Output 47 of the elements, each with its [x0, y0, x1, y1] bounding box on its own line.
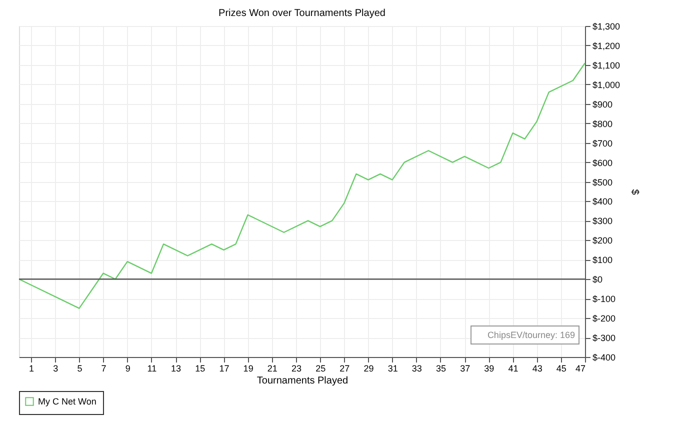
x-tick-label: 19 [243, 364, 254, 374]
x-tick-label: 3 [53, 364, 58, 374]
x-tick-label: 39 [484, 364, 494, 374]
x-tick-label: 45 [556, 364, 566, 374]
x-tick-label: 29 [364, 364, 374, 374]
x-tick-label: 1 [29, 364, 34, 374]
x-tick-label: 35 [436, 364, 446, 374]
x-tick-label: 43 [532, 364, 542, 374]
y-tick-label: $700 [592, 138, 613, 148]
x-tick-label: 15 [195, 364, 206, 374]
x-tick-label: 7 [101, 364, 106, 374]
y-tick-label: $300 [592, 216, 613, 226]
x-tick-label: 31 [388, 364, 398, 374]
y-tick-label: $-400 [592, 352, 616, 362]
y-tick-label: $200 [592, 236, 613, 246]
x-axis-title: Tournaments Played [256, 376, 348, 386]
y-tick-label: $900 [592, 99, 613, 110]
x-tick-label: 11 [147, 364, 157, 374]
y-tick-label: $-200 [592, 314, 616, 324]
legend-label: My C Net Won [38, 396, 96, 406]
x-tick-label: 5 [77, 364, 82, 374]
x-tick-label: 23 [291, 364, 302, 374]
x-tick-label: 17 [219, 364, 230, 374]
y-tick-label: $1,300 [592, 22, 620, 32]
y-tick-label: $-300 [592, 333, 616, 344]
y-tick-label: $-100 [592, 294, 616, 304]
y-axis-title: $ [629, 189, 640, 196]
x-tick-label: 37 [460, 364, 470, 374]
y-tick-label: $0 [592, 274, 603, 285]
y-tick-label: $500 [592, 177, 613, 188]
annotation: ChipsEV/tourney: 169 [487, 330, 575, 340]
x-tick-label: 9 [125, 364, 130, 374]
y-tick-label: $100 [592, 255, 613, 266]
x-tick-label: 25 [316, 364, 326, 374]
y-tick-label: $600 [592, 158, 613, 168]
x-tick-label: 13 [171, 364, 182, 374]
x-tick-label: 41 [508, 364, 518, 374]
y-tick-label: $800 [592, 118, 613, 129]
y-tick-label: $1,000 [592, 80, 620, 90]
x-tick-label: 27 [340, 364, 350, 374]
y-tick-label: $1,200 [592, 40, 620, 51]
x-tick-label: 33 [412, 364, 422, 374]
chart-title: Prizes Won over Tournaments Played [218, 8, 386, 19]
x-tick-label: 21 [267, 364, 278, 374]
y-tick-label: $400 [592, 196, 613, 207]
x-tick-label: 47 [575, 364, 586, 374]
y-tick-label: $1,100 [592, 60, 620, 70]
